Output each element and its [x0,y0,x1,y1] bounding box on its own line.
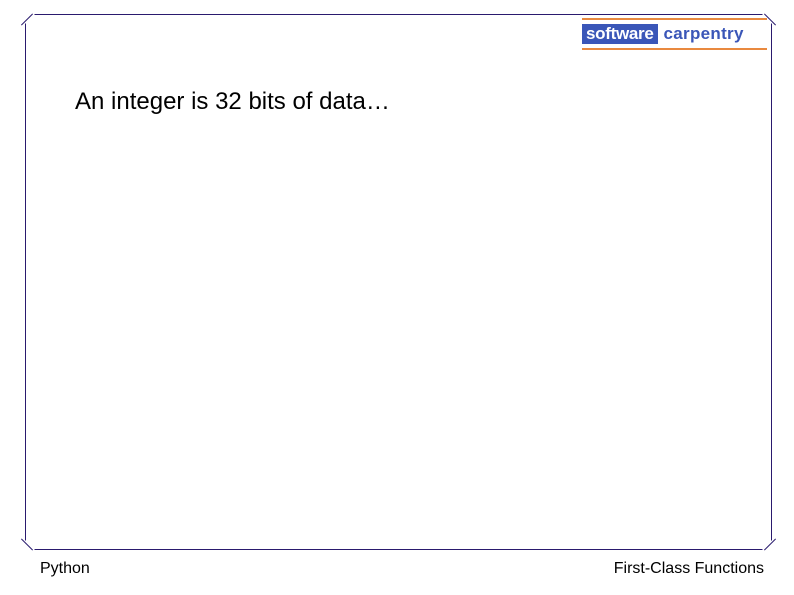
logo-word-software: software [582,24,658,44]
logo-brand: software carpentry [582,24,767,44]
slide-body-text: An integer is 32 bits of data… [75,88,390,116]
footer-left-label: Python [40,560,90,578]
footer-right-label: First-Class Functions [614,560,764,578]
logo-word-carpentry: carpentry [658,24,747,44]
software-carpentry-logo: software carpentry [582,18,767,50]
